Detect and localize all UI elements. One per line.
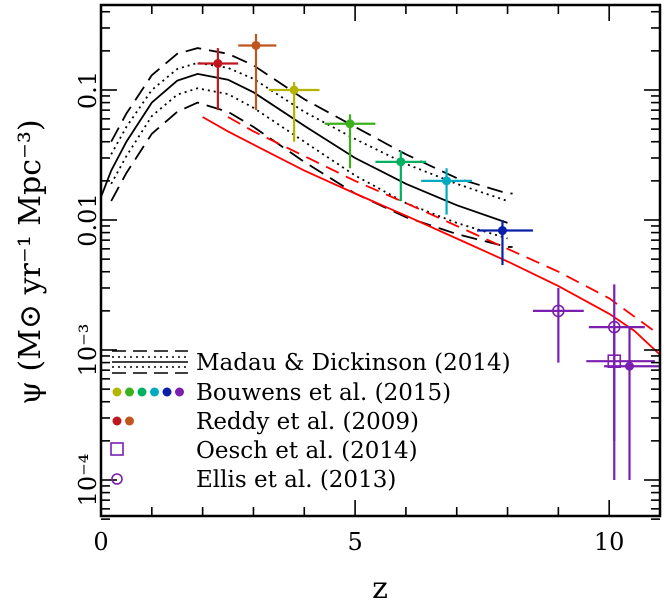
data-points-layer bbox=[197, 33, 660, 480]
marker-filled-circle bbox=[213, 58, 223, 68]
marker-filled-circle bbox=[345, 119, 355, 129]
curve-md14-outer-upper bbox=[110, 47, 513, 195]
x-tick-label: 10 bbox=[594, 528, 625, 556]
data-point bbox=[268, 82, 320, 142]
x-axis-title: z bbox=[372, 571, 388, 606]
marker-filled-circle bbox=[442, 176, 452, 186]
y-tick-label: 0.1 bbox=[74, 71, 102, 109]
data-point bbox=[197, 48, 239, 111]
plot-frame bbox=[99, 3, 662, 518]
marker-filled-circle bbox=[289, 85, 299, 95]
marker-open-circle bbox=[552, 304, 565, 318]
legend-dot-reddy bbox=[112, 416, 122, 426]
data-point bbox=[238, 33, 277, 111]
legend-dot-bouwens bbox=[150, 387, 159, 397]
legend-label: Bouwens et al. (2015) bbox=[196, 380, 451, 406]
curves-layer bbox=[101, 47, 660, 356]
marker-filled-circle bbox=[396, 157, 406, 167]
legend-open-square bbox=[110, 442, 124, 456]
legend-label: Reddy et al. (2009) bbox=[196, 409, 419, 435]
legend-label: Ellis et al. (2013) bbox=[196, 467, 396, 493]
marker-filled-circle bbox=[251, 40, 261, 50]
data-point bbox=[604, 327, 660, 480]
legend-dot-bouwens bbox=[175, 387, 184, 397]
marker-filled-circle bbox=[625, 361, 635, 371]
data-point bbox=[324, 114, 376, 169]
legend-dot-bouwens bbox=[125, 387, 134, 397]
x-tick-label: 0 bbox=[93, 528, 108, 556]
x-tick-label: 5 bbox=[347, 528, 362, 556]
curve-md14-central bbox=[101, 72, 508, 224]
data-point bbox=[532, 287, 584, 363]
legend: Madau & Dickinson (2014) Bouwens et al. (… bbox=[110, 350, 511, 493]
curve-md14-inner-lower bbox=[110, 87, 508, 240]
y-tick-label: 10⁻³ bbox=[74, 324, 102, 377]
legend-dot-reddy bbox=[125, 416, 134, 426]
data-point bbox=[477, 220, 533, 266]
legend-dot-bouwens bbox=[137, 387, 147, 397]
y-tick-label: 0.01 bbox=[74, 193, 102, 246]
data-point bbox=[375, 150, 427, 202]
curve-model-dashed bbox=[227, 116, 660, 336]
y-tick-label: 10⁻⁴ bbox=[74, 454, 102, 507]
curve-model-solid bbox=[202, 116, 660, 356]
legend-label: Madau & Dickinson (2014) bbox=[196, 350, 511, 376]
legend-dot-bouwens bbox=[112, 387, 122, 397]
axis-ticks: 0 5 10 0.1 0.01 10⁻³ 10⁻⁴ bbox=[74, 5, 661, 556]
data-point bbox=[421, 168, 472, 215]
y-axis-title: ψ (M⊙ yr⁻¹ Mpc⁻³) bbox=[13, 119, 48, 404]
legend-label: Oesch et al. (2014) bbox=[196, 438, 418, 464]
legend-open-circle bbox=[111, 473, 123, 485]
curve-md14-outer-lower bbox=[110, 101, 513, 248]
legend-dot-bouwens bbox=[162, 387, 172, 397]
curve-md14-inner-upper bbox=[110, 61, 508, 202]
marker-filled-circle bbox=[497, 226, 507, 236]
